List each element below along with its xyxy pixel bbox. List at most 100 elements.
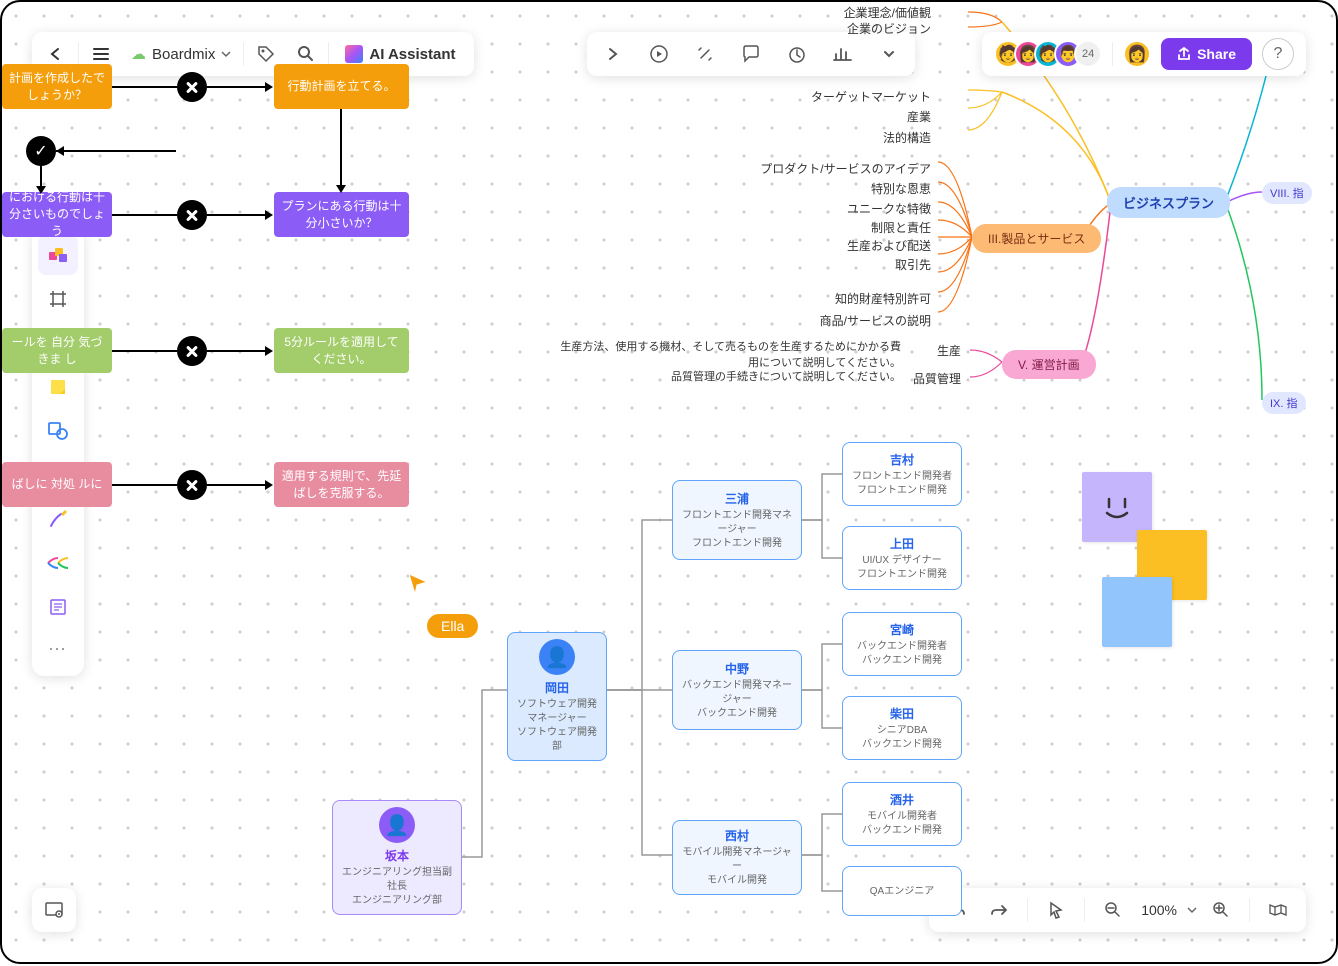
- org-dept: モバイル開発: [707, 874, 767, 888]
- redo-button[interactable]: [981, 892, 1017, 928]
- cursor-label: Ella: [427, 614, 478, 638]
- layers-button[interactable]: [32, 888, 76, 932]
- cloud-icon: ☁: [131, 45, 146, 63]
- connector: [207, 214, 267, 216]
- mindmap-tool[interactable]: [38, 543, 78, 583]
- org-node[interactable]: 三浦フロントエンド開発マネージャーフロントエンド開発: [672, 480, 802, 560]
- org-name: 吉村: [890, 451, 914, 468]
- org-role: バックエンド開発者: [857, 640, 947, 654]
- zoom-level[interactable]: 100%: [1137, 902, 1181, 918]
- template-tool[interactable]: [38, 587, 78, 627]
- help-button[interactable]: ?: [1262, 38, 1294, 70]
- org-node[interactable]: 👤坂本エンジニアリング担当副社長エンジニアリング部: [332, 800, 462, 915]
- arrowhead-icon: [265, 82, 273, 92]
- select-tool[interactable]: [38, 235, 78, 275]
- chevron-down-icon: [221, 49, 231, 59]
- zoom-in-button[interactable]: [1203, 892, 1239, 928]
- mindmap-leaf[interactable]: 特別な恩恵: [871, 180, 931, 197]
- org-node[interactable]: 👤岡田ソフトウェア開発マネージャーソフトウェア開発部: [507, 632, 607, 761]
- frame-tool[interactable]: [38, 279, 78, 319]
- mindmap-leaf[interactable]: 生産: [937, 342, 961, 359]
- org-role: QAエンジニア: [870, 885, 934, 899]
- collaborator-cursor: Ella: [407, 572, 478, 638]
- org-node[interactable]: 西村モバイル開発マネージャーモバイル開発: [672, 820, 802, 895]
- mindmap-leaf[interactable]: 制限と責任: [871, 219, 931, 236]
- org-name: 酒井: [890, 791, 914, 808]
- connector: [40, 166, 42, 188]
- timer-icon[interactable]: [775, 34, 819, 74]
- mindmap-leaf[interactable]: 産業: [907, 108, 931, 125]
- connector: [207, 484, 267, 486]
- org-dept: バックエンド開発: [862, 654, 942, 668]
- org-node[interactable]: QAエンジニア: [842, 866, 962, 916]
- avatar-stack[interactable]: 🧑 👩 🧑 👨 24: [994, 40, 1102, 68]
- mindmap-leaf[interactable]: 法的構造: [883, 129, 931, 146]
- mindmap-leaf[interactable]: ターゲットマーケット: [811, 88, 931, 105]
- flowchart-node[interactable]: ールを 自分 気づ きま し: [2, 328, 112, 373]
- connector: [207, 350, 267, 352]
- flowchart-node[interactable]: 計画を作成したでしょうか？: [2, 64, 112, 109]
- mindmap-center[interactable]: ビジネスプラン: [1107, 187, 1230, 218]
- flowchart-node[interactable]: 5分ルールを適用してください。: [274, 328, 409, 373]
- board-name: Boardmix: [152, 46, 215, 63]
- chart-icon[interactable]: [821, 34, 865, 74]
- org-node[interactable]: 吉村フロントエンド開発者フロントエンド開発: [842, 442, 962, 506]
- pointer-button[interactable]: [1038, 892, 1074, 928]
- sticky-tool[interactable]: [38, 367, 78, 407]
- comment-icon[interactable]: [729, 34, 773, 74]
- collaboration-bar: 🧑 👩 🧑 👨 24 👩 Share ?: [982, 32, 1306, 76]
- org-node[interactable]: 宮崎バックエンド開発者バックエンド開発: [842, 612, 962, 676]
- mindmap-branch[interactable]: IX. 指: [1262, 392, 1306, 414]
- mindmap-leaf[interactable]: 商品/サービスの説明: [820, 312, 931, 329]
- sticky-note[interactable]: [1102, 577, 1172, 647]
- mindmap-leaf[interactable]: 品質管理: [913, 370, 961, 387]
- flowchart-node[interactable]: における行動は十分さいものでしょう: [2, 192, 112, 237]
- minimap-button[interactable]: [1260, 892, 1296, 928]
- zoom-out-button[interactable]: [1095, 892, 1131, 928]
- flowchart-node[interactable]: ばしに 対処 ルに: [2, 462, 112, 507]
- shape-tool[interactable]: [38, 411, 78, 451]
- self-avatar[interactable]: 👩: [1123, 40, 1151, 68]
- org-node[interactable]: 酒井モバイル開発者バックエンド開発: [842, 782, 962, 846]
- org-name: 西村: [725, 827, 749, 844]
- decision-x-node[interactable]: [177, 336, 207, 366]
- mindmap-leaf[interactable]: 企業理念/価値観: [844, 4, 931, 21]
- connector: [112, 350, 177, 352]
- org-role: バックエンド開発マネージャー: [679, 679, 795, 707]
- mindmap-leaf[interactable]: ユニークな特徴: [847, 200, 931, 217]
- decision-x-node[interactable]: [177, 72, 207, 102]
- flowchart-node[interactable]: 行動計画を立てる。: [274, 64, 409, 109]
- decision-x-node[interactable]: [177, 200, 207, 230]
- share-button[interactable]: Share: [1161, 38, 1252, 70]
- avatar-overflow-count[interactable]: 24: [1074, 40, 1102, 68]
- more-tools[interactable]: ⋯: [48, 631, 68, 668]
- mindmap-branch[interactable]: V. 運営計画: [1002, 350, 1096, 379]
- play-icon[interactable]: [637, 34, 681, 74]
- mindmap-leaf[interactable]: 生産および配送: [847, 237, 931, 254]
- expand-right-icon[interactable]: [591, 34, 635, 74]
- flowchart-node[interactable]: 適用する規則で、先延ばしを克服する。: [274, 462, 409, 507]
- mindmap-leaf[interactable]: 取引先: [895, 256, 931, 273]
- org-role: シニアDBA: [877, 724, 928, 738]
- mindmap-leaf[interactable]: 企業のビジョン: [847, 20, 931, 37]
- check-node[interactable]: ✓: [26, 136, 56, 166]
- connector: [112, 86, 177, 88]
- more-chevron-icon[interactable]: [867, 34, 911, 74]
- board-title[interactable]: ☁ Boardmix: [121, 45, 241, 63]
- org-node[interactable]: 中野バックエンド開発マネージャーバックエンド開発: [672, 650, 802, 730]
- mindmap-branch[interactable]: VIII. 指: [1262, 182, 1312, 204]
- org-dept: バックエンド開発: [697, 707, 777, 721]
- mindmap-leaf[interactable]: プロダクト/サービスのアイデア: [760, 160, 931, 177]
- org-avatar: 👤: [379, 807, 415, 843]
- org-node[interactable]: 上田UI/UX デザイナーフロントエンド開発: [842, 526, 962, 590]
- connector: [56, 150, 176, 152]
- decision-x-node[interactable]: [177, 470, 207, 500]
- share-icon: [1177, 47, 1191, 61]
- sparkle-icon[interactable]: [683, 34, 727, 74]
- zoom-chevron-icon[interactable]: [1187, 905, 1197, 915]
- org-dept: ソフトウェア開発部: [514, 726, 600, 754]
- mindmap-leaf[interactable]: 知的財産特別許可: [835, 290, 931, 307]
- org-node[interactable]: 柴田シニアDBAバックエンド開発: [842, 696, 962, 760]
- mindmap-branch[interactable]: III.製品とサービス: [972, 224, 1101, 253]
- flowchart-node[interactable]: プランにある行動は十分小さいか？: [274, 192, 409, 237]
